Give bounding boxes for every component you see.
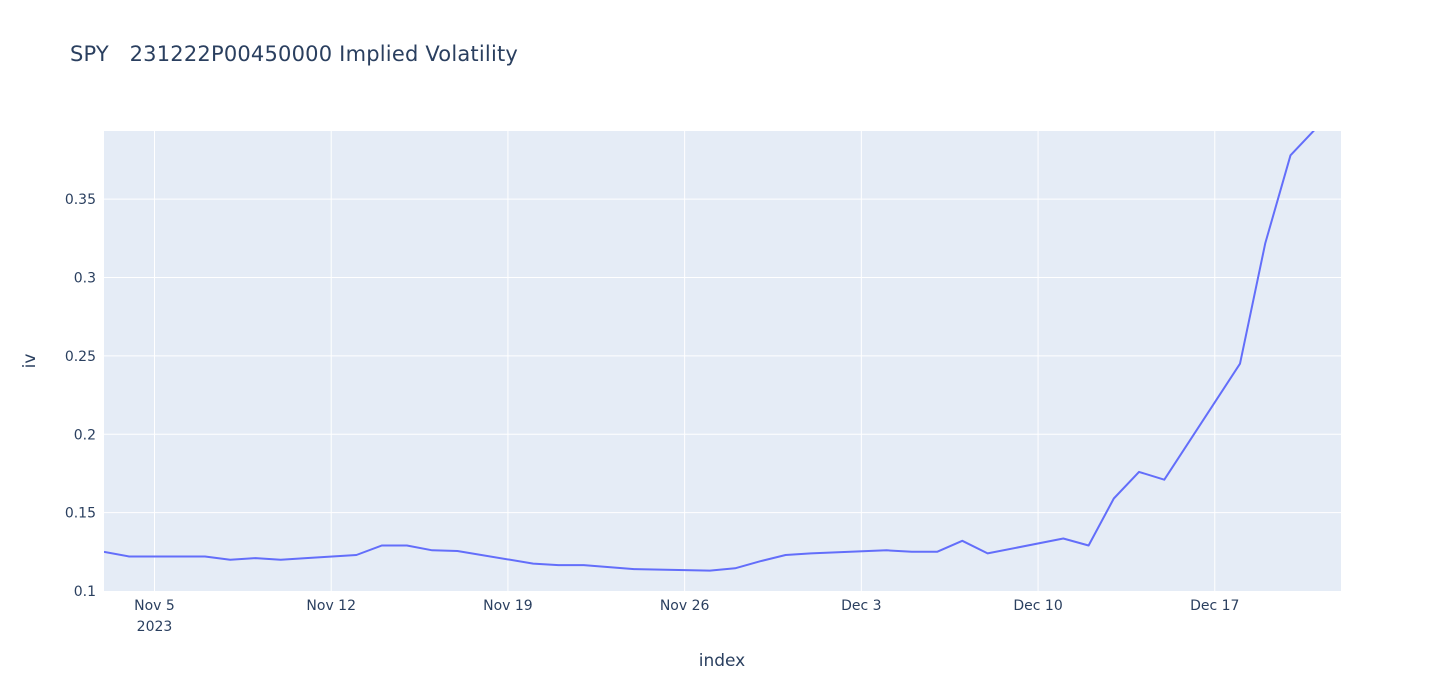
x-tick-label: Dec 10: [1013, 598, 1062, 614]
y-tick-label: 0.35: [65, 192, 96, 208]
x-tick-label: Dec 3: [841, 598, 881, 614]
x-axis-ticks: Nov 5 2023 Nov 12 Nov 19 Nov 26 Dec 3 Dec 10 De…: [134, 598, 1239, 635]
grid-lines: [104, 131, 1341, 591]
chart-title: SPY 231222P00450000 Implied Volatility: [70, 42, 519, 66]
x-tick-label: Nov 12: [306, 598, 356, 614]
x-tick-label: Nov 19: [483, 598, 533, 614]
y-tick-label: 0.2: [74, 427, 96, 443]
x-tick-label: Dec 17: [1190, 598, 1239, 614]
y-tick-label: 0.15: [65, 506, 96, 522]
y-axis-title: iv: [20, 354, 40, 369]
y-tick-label: 0.1: [74, 584, 96, 600]
y-tick-label: 0.3: [74, 271, 96, 287]
x-tick-sublabel: 2023: [137, 619, 173, 635]
series-line[interactable]: [104, 129, 1316, 572]
y-axis-ticks: 0.1 0.15 0.2 0.25 0.3 0.35: [65, 192, 96, 600]
x-axis-title: index: [699, 651, 746, 671]
y-tick-label: 0.25: [65, 349, 96, 365]
plot-area: [104, 131, 1341, 591]
x-tick-label: Nov 5: [134, 598, 175, 614]
x-tick-label: Nov 26: [660, 598, 710, 614]
series-layer: [104, 129, 1316, 572]
